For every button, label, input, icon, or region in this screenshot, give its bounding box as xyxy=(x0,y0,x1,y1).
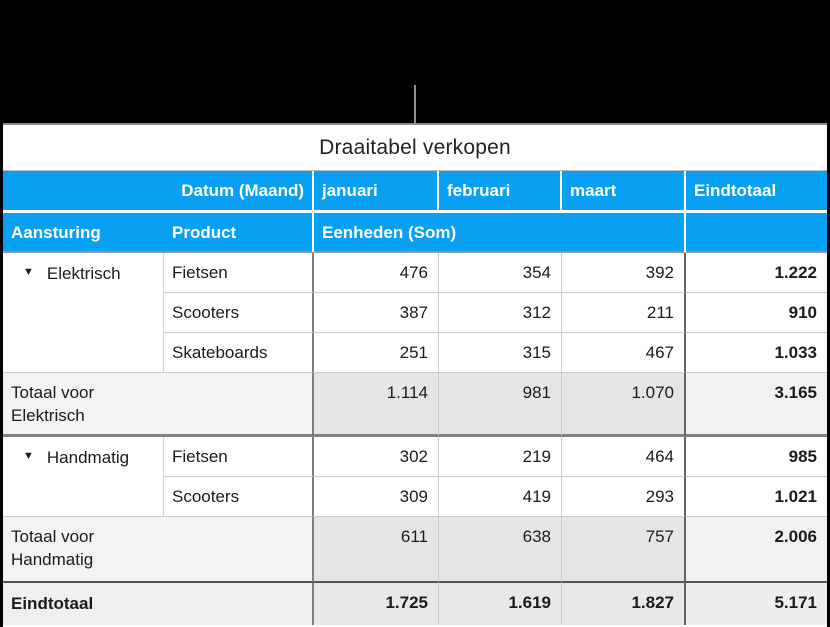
grand-total-label[interactable]: Eindtotaal xyxy=(3,583,314,625)
pivot-table: Draaitabel verkopen Datum (Maand) januar… xyxy=(3,123,827,627)
disclosure-triangle-icon[interactable]: ▼ xyxy=(23,266,34,278)
grand-total-value[interactable]: 1.619 xyxy=(439,583,562,625)
table-title-bar[interactable]: Draaitabel verkopen xyxy=(3,123,827,171)
group-row-handmatig[interactable]: ▼ Handmatig xyxy=(3,437,164,517)
subtotal-value[interactable]: 638 xyxy=(439,517,562,583)
cell-value[interactable]: 309 xyxy=(314,477,439,517)
cell-value[interactable]: 312 xyxy=(439,293,562,333)
cell-value[interactable]: 219 xyxy=(439,437,562,477)
subtotal-value[interactable]: 757 xyxy=(562,517,686,583)
grand-total-value[interactable]: 5.171 xyxy=(686,583,827,625)
callout-line xyxy=(414,85,416,124)
group-label-handmatig: Handmatig xyxy=(46,448,130,467)
cell-value[interactable]: 387 xyxy=(314,293,439,333)
cell-value[interactable]: 464 xyxy=(562,437,686,477)
header-januari[interactable]: januari xyxy=(314,171,439,213)
cell-value[interactable]: 419 xyxy=(439,477,562,517)
cell-product[interactable]: Scooters xyxy=(164,477,314,517)
header-maart[interactable]: maart xyxy=(562,171,686,213)
header-eindtotaal[interactable]: Eindtotaal xyxy=(686,171,827,213)
group-label-elektrisch: Elektrisch xyxy=(46,264,121,283)
cell-row-total[interactable]: 1.222 xyxy=(686,253,827,293)
group-row-elektrisch[interactable]: ▼ Elektrisch xyxy=(3,253,164,373)
cell-row-total[interactable]: 985 xyxy=(686,437,827,477)
subtotal-value[interactable]: 1.070 xyxy=(562,373,686,437)
pivot-grid: Datum (Maand) januari februari maart Ein… xyxy=(3,171,827,625)
header-datum-maand[interactable]: Datum (Maand) xyxy=(3,171,314,213)
cell-row-total[interactable]: 910 xyxy=(686,293,827,333)
disclosure-triangle-icon[interactable]: ▼ xyxy=(23,450,34,462)
header-aansturing[interactable]: Aansturing xyxy=(3,213,164,253)
grand-total-value[interactable]: 1.725 xyxy=(314,583,439,625)
cell-value[interactable]: 302 xyxy=(314,437,439,477)
cell-product[interactable]: Fietsen xyxy=(164,253,314,293)
cell-value[interactable]: 354 xyxy=(439,253,562,293)
cell-row-total[interactable]: 1.021 xyxy=(686,477,827,517)
cell-row-total[interactable]: 1.033 xyxy=(686,333,827,373)
cell-value[interactable]: 293 xyxy=(562,477,686,517)
header-februari[interactable]: februari xyxy=(439,171,562,213)
subtotal-label-elektrisch[interactable]: Totaal voor Elektrisch xyxy=(3,373,314,437)
table-title: Draaitabel verkopen xyxy=(319,135,511,159)
cell-value[interactable]: 251 xyxy=(314,333,439,373)
subtotal-grand-value[interactable]: 2.006 xyxy=(686,517,827,583)
header-empty-cell[interactable] xyxy=(686,213,827,253)
cell-value[interactable]: 392 xyxy=(562,253,686,293)
cell-value[interactable]: 211 xyxy=(562,293,686,333)
cell-product[interactable]: Scooters xyxy=(164,293,314,333)
subtotal-label-handmatig[interactable]: Totaal voor Handmatig xyxy=(3,517,314,583)
subtotal-value[interactable]: 611 xyxy=(314,517,439,583)
subtotal-value[interactable]: 1.114 xyxy=(314,373,439,437)
subtotal-value[interactable]: 981 xyxy=(439,373,562,437)
cell-value[interactable]: 476 xyxy=(314,253,439,293)
subtotal-grand-value[interactable]: 3.165 xyxy=(686,373,827,437)
header-eenheden-som[interactable]: Eenheden (Som) xyxy=(314,213,686,253)
grand-total-value[interactable]: 1.827 xyxy=(562,583,686,625)
cell-value[interactable]: 467 xyxy=(562,333,686,373)
header-product[interactable]: Product xyxy=(164,213,314,253)
cell-value[interactable]: 315 xyxy=(439,333,562,373)
cell-product[interactable]: Fietsen xyxy=(164,437,314,477)
cell-product[interactable]: Skateboards xyxy=(164,333,314,373)
